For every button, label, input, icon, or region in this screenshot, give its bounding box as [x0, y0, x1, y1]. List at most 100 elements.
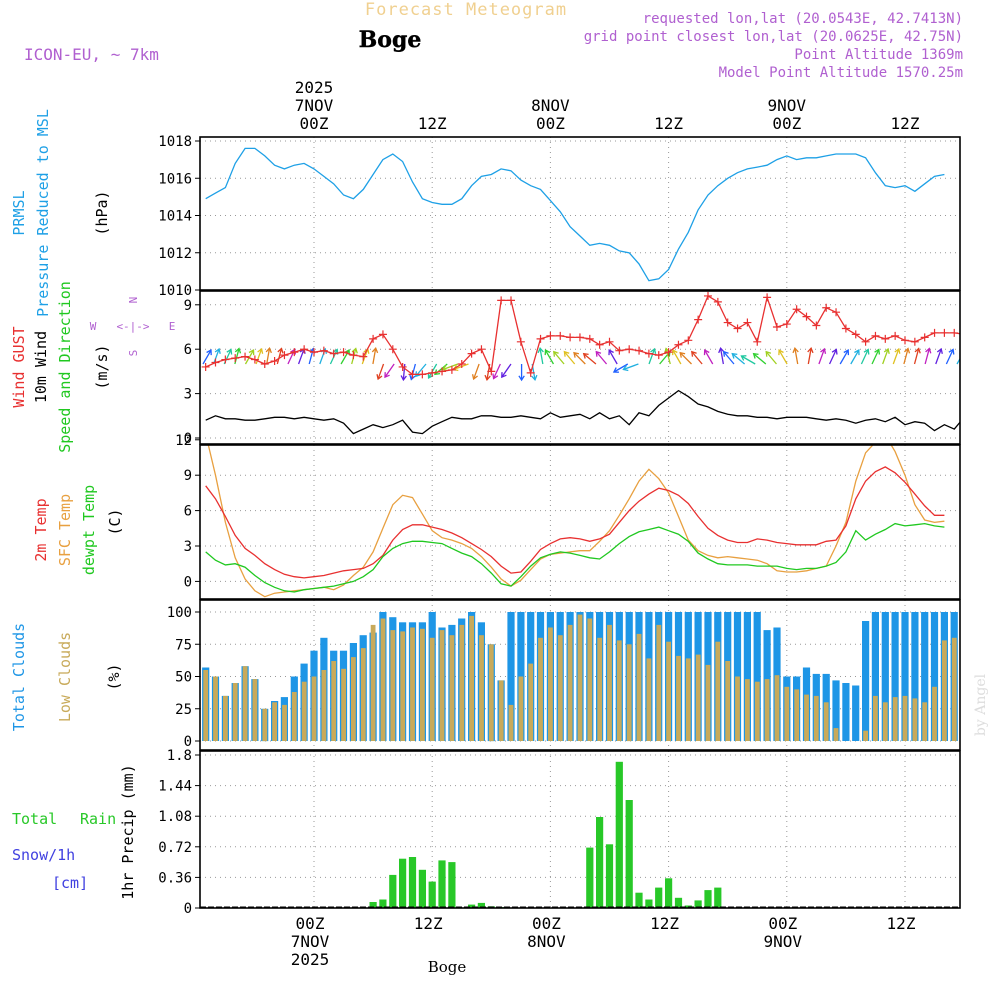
low-cloud-bar — [725, 661, 731, 741]
wind-arrow-head — [874, 348, 881, 355]
rain-bar — [586, 847, 594, 908]
wind-compass: N W E S <-|-> — [90, 297, 176, 357]
wind-arrow-head — [961, 350, 966, 355]
low-cloud-bar — [932, 686, 937, 741]
total-cloud-bar — [852, 685, 860, 741]
top-time-label: 12Z — [891, 114, 920, 133]
location-title: Boge — [359, 27, 422, 53]
gust-marker — [300, 345, 309, 354]
gust-marker — [910, 337, 919, 346]
compass-n: N — [127, 297, 140, 304]
gust-marker — [802, 312, 811, 321]
wind-arrow — [794, 348, 799, 365]
total-cloud-bar — [507, 612, 515, 741]
low-cloud-bar — [223, 695, 228, 741]
wind-arrow-head — [409, 374, 416, 381]
gust-marker — [812, 321, 821, 330]
grid-point-coords: grid point closest lon,lat (20.0625E, 42… — [584, 29, 963, 45]
gust-marker — [487, 367, 496, 376]
low-cloud-bar — [498, 680, 504, 741]
y-tick-label: 0 — [184, 431, 192, 447]
gust-marker — [546, 331, 555, 340]
low-cloud-bar — [341, 668, 346, 741]
wind-arrow — [807, 348, 812, 365]
bottom-time-label: 7NOV — [291, 932, 330, 951]
low-clouds-label: Low Clouds — [56, 632, 74, 722]
low-cloud-bar — [449, 635, 455, 741]
gust-marker — [674, 340, 683, 349]
low-cloud-bar — [420, 628, 425, 741]
wind-arrow — [340, 349, 350, 365]
wind-arrow-head — [351, 347, 358, 354]
wind-arrow-head — [518, 375, 525, 382]
wind-arrow-head — [492, 373, 499, 380]
gust-marker — [940, 328, 949, 337]
wind-arrow-head — [883, 347, 890, 354]
requested-coords: requested lon,lat (20.0543E, 42.7413N) — [643, 11, 963, 27]
wind-arrow — [903, 348, 909, 365]
y-tick-label: 0.72 — [158, 840, 192, 856]
clouds-unit-label: (%) — [105, 663, 123, 690]
y-tick-label: 6 — [184, 504, 192, 520]
wind-arrow-head — [234, 347, 242, 354]
low-cloud-bar — [597, 637, 603, 741]
rain-bar — [625, 800, 633, 908]
low-cloud-bar — [203, 670, 209, 741]
wind-arrow-head — [703, 349, 710, 356]
wind-arrow — [648, 348, 656, 365]
y-tick-label: 1.44 — [158, 779, 192, 795]
temperature-panel: 0 3 6 9 12 — [175, 433, 961, 600]
low-cloud-bar — [380, 618, 386, 741]
wind-arrow — [377, 363, 385, 380]
y-tick-label: 1016 — [158, 171, 192, 187]
low-cloud-bar — [390, 630, 396, 741]
gust-marker — [575, 333, 584, 342]
gust-marker — [960, 330, 968, 338]
wind-arrow — [563, 351, 576, 365]
low-cloud-bar — [262, 708, 268, 742]
low-cloud-bar — [400, 631, 406, 741]
low-cloud-bar — [370, 624, 376, 741]
top-time-label: 12Z — [654, 114, 683, 133]
wind-arrow — [573, 352, 586, 365]
low-cloud-bar — [804, 694, 809, 741]
y-tick-label: 1018 — [158, 134, 192, 150]
y-tick-label: 3 — [184, 539, 192, 555]
gust-marker — [556, 331, 565, 340]
wind-arrow — [778, 349, 788, 365]
gust-marker — [605, 337, 614, 346]
dewpoint-series — [205, 522, 945, 593]
low-cloud-bar — [557, 635, 563, 741]
wind-arrow-head — [376, 374, 383, 381]
wind-arrow — [244, 349, 255, 365]
gust-marker — [713, 297, 722, 306]
wind-arrow — [924, 348, 930, 365]
rain-bar — [615, 761, 623, 908]
low-cloud-bar — [508, 704, 514, 741]
gust-marker — [280, 351, 289, 360]
wind-arrow — [704, 349, 714, 365]
panel-border — [199, 750, 961, 909]
gust-marker — [772, 323, 781, 331]
wind-arrow-head — [277, 347, 284, 354]
wind-plot — [201, 291, 968, 435]
y-tick-label: 9 — [184, 468, 192, 484]
compass-w: W — [90, 320, 97, 333]
model-label: ICON-EU, ~ 7km — [24, 45, 159, 64]
gust-marker — [585, 334, 594, 343]
gust-marker — [201, 362, 210, 371]
temp-2m-label: 2m Temp — [32, 498, 50, 561]
wind-arrow-head — [537, 347, 544, 354]
bottom-time-label: 12Z — [650, 914, 679, 933]
total-cloud-bar — [930, 612, 939, 741]
low-cloud-bar — [784, 686, 790, 741]
gust-marker — [566, 333, 575, 342]
wind-arrow-head — [214, 347, 221, 354]
low-cloud-bar — [577, 614, 583, 741]
wind-arrow — [266, 348, 271, 365]
wind-arrow-head — [718, 347, 725, 354]
wind-arrow — [679, 352, 692, 365]
pressure-unit-label: (hPa) — [93, 190, 111, 235]
